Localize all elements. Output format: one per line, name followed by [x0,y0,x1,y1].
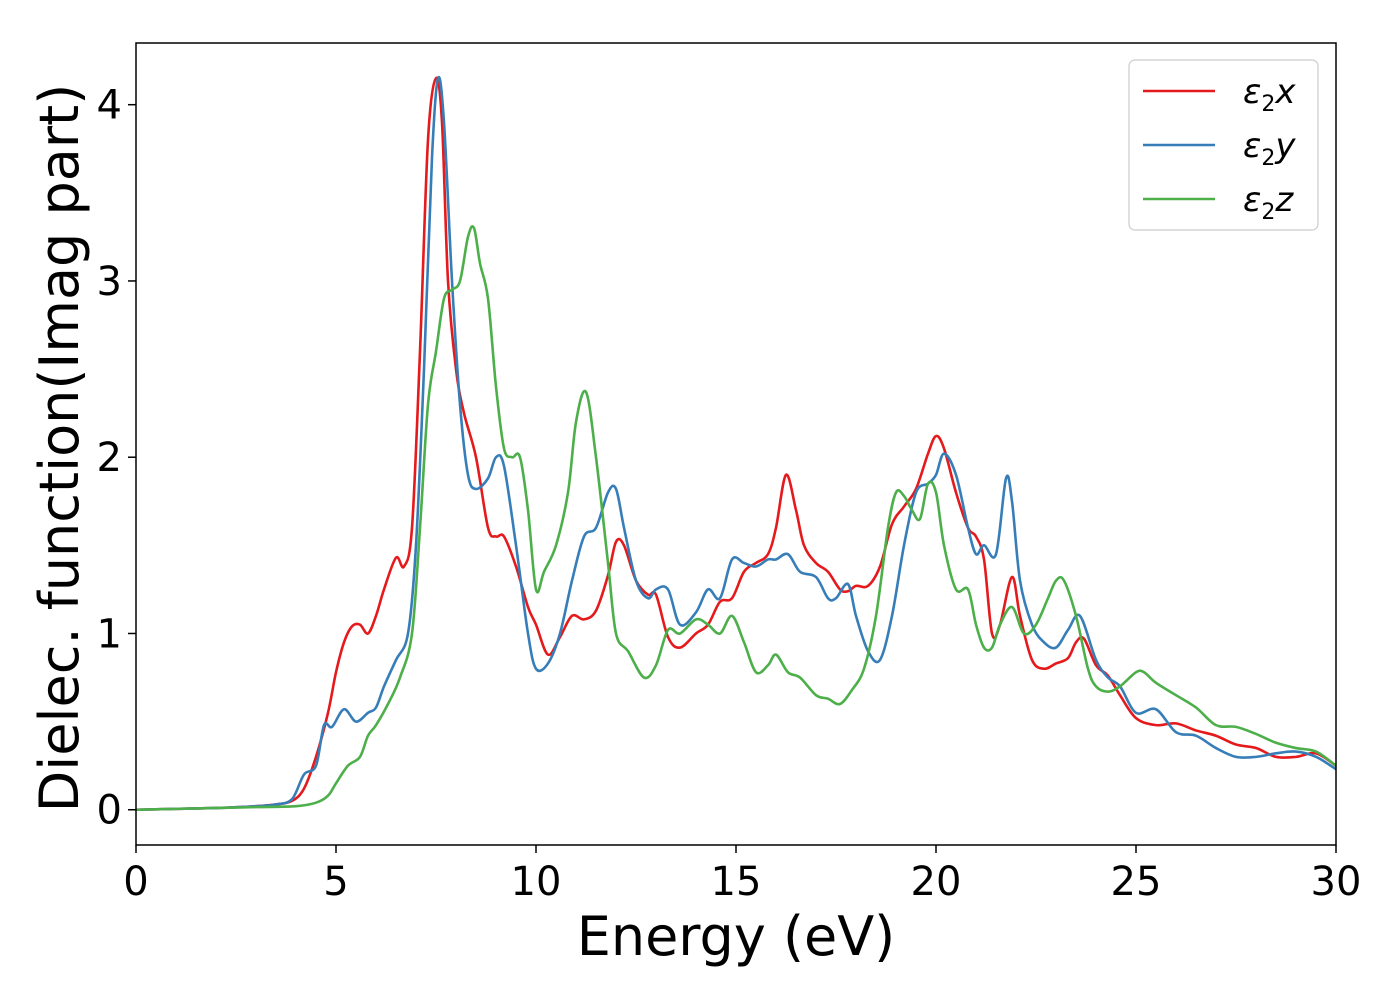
legend-label: ε2z [1243,180,1294,225]
y-axis-label: Dielec. function(Imag part) [28,84,91,813]
series-line-z [136,225,1336,812]
legend-item-z: ε2z [1143,180,1294,225]
x-tick-label: 20 [911,859,962,905]
x-tick-label: 5 [323,859,348,905]
y-tick-label: 3 [97,259,122,305]
legend-item-y: ε2y [1143,126,1296,171]
y-tick-label: 0 [97,788,122,834]
y-axis: 0 1 2 3 4 [97,83,136,834]
x-tick-label: 10 [511,859,562,905]
x-axis-label: Energy (eV) [577,905,896,968]
y-tick-label: 4 [97,83,122,129]
legend: ε2x ε2y ε2z [1128,59,1319,231]
x-axis: 0 5 10 15 20 25 30 [123,845,1361,905]
legend-item-x: ε2x [1143,72,1296,117]
series-line-y [136,75,1336,812]
legend-label: ε2x [1243,72,1296,117]
x-tick-label: 15 [711,859,762,905]
y-tick-label: 1 [97,611,122,657]
x-tick-label: 0 [123,859,148,905]
x-tick-label: 30 [1311,859,1362,905]
y-tick-label: 2 [97,435,122,481]
legend-label: ε2y [1243,126,1296,171]
plot-area [136,75,1336,812]
legend-box [1128,59,1319,231]
x-tick-label: 25 [1111,859,1162,905]
series-line-x [136,76,1336,812]
